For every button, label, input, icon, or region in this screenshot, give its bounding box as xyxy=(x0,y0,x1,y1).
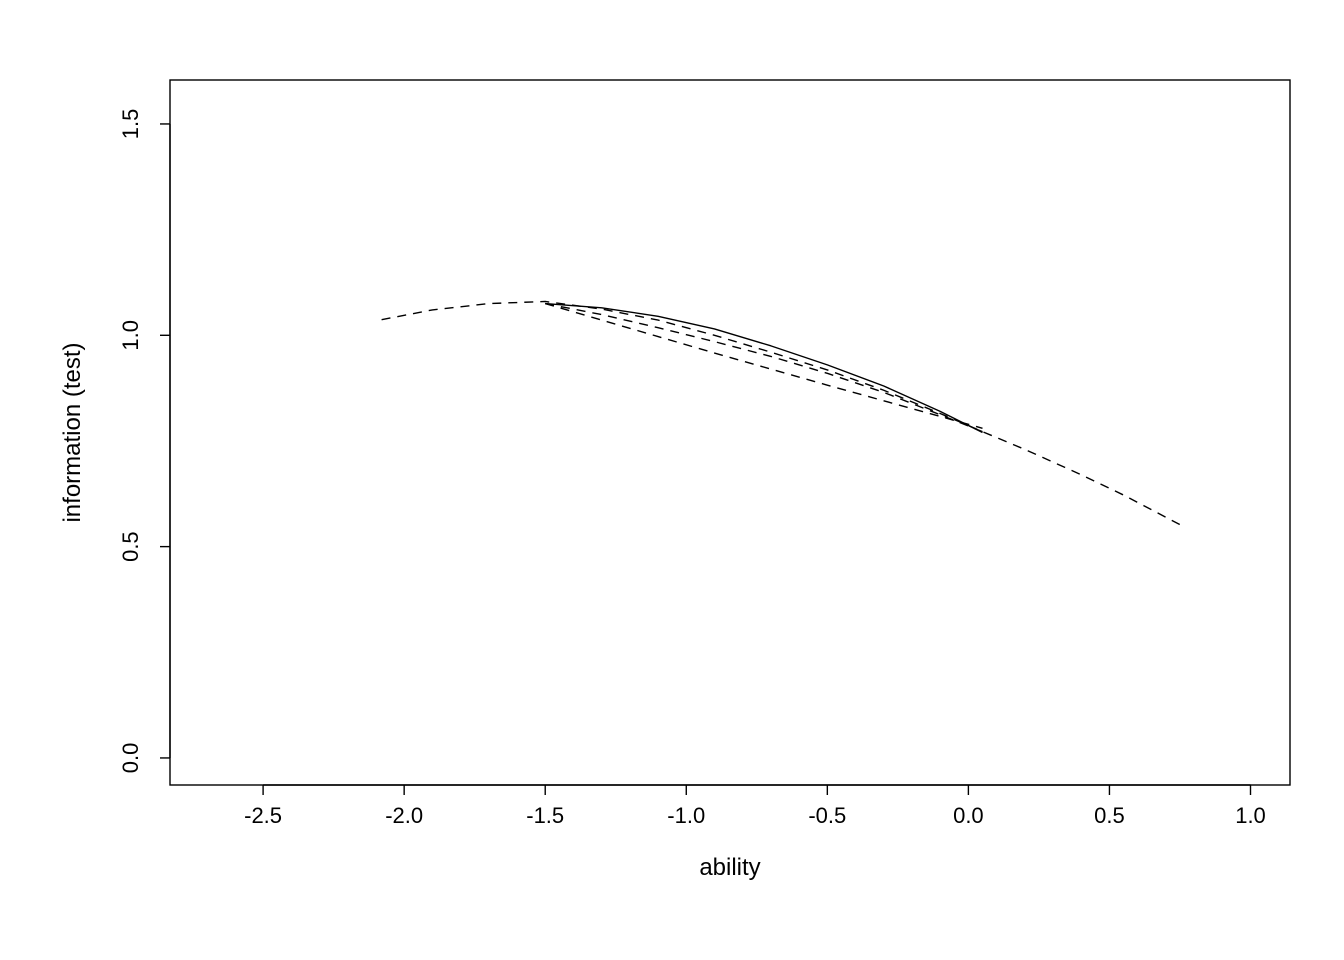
y-tick-label: 0.5 xyxy=(118,531,143,562)
y-axis-title: information (test) xyxy=(59,342,86,522)
x-tick-label: -2.0 xyxy=(385,803,423,828)
x-tick-label: -1.0 xyxy=(667,803,705,828)
x-tick-label: -0.5 xyxy=(808,803,846,828)
x-tick-label: 0.5 xyxy=(1094,803,1125,828)
series-dashed-lower xyxy=(545,304,982,429)
x-axis-title: ability xyxy=(699,854,760,881)
x-tick-label: 1.0 xyxy=(1235,803,1266,828)
y-tick-label: 1.5 xyxy=(118,109,143,140)
information-ability-chart: -2.5 -2.0 -1.5 -1.0 -0.5 0.0 0.5 1.0 ability 0.0 0… xyxy=(0,0,1344,960)
x-tick-label: -1.5 xyxy=(526,803,564,828)
y-tick-label: 0.0 xyxy=(118,743,143,774)
plot-border xyxy=(170,80,1290,785)
x-tick-label: -2.5 xyxy=(244,803,282,828)
x-tick-label: 0.0 xyxy=(953,803,984,828)
series-dashed-upper xyxy=(382,301,1186,527)
y-tick-label: 1.0 xyxy=(118,320,143,351)
